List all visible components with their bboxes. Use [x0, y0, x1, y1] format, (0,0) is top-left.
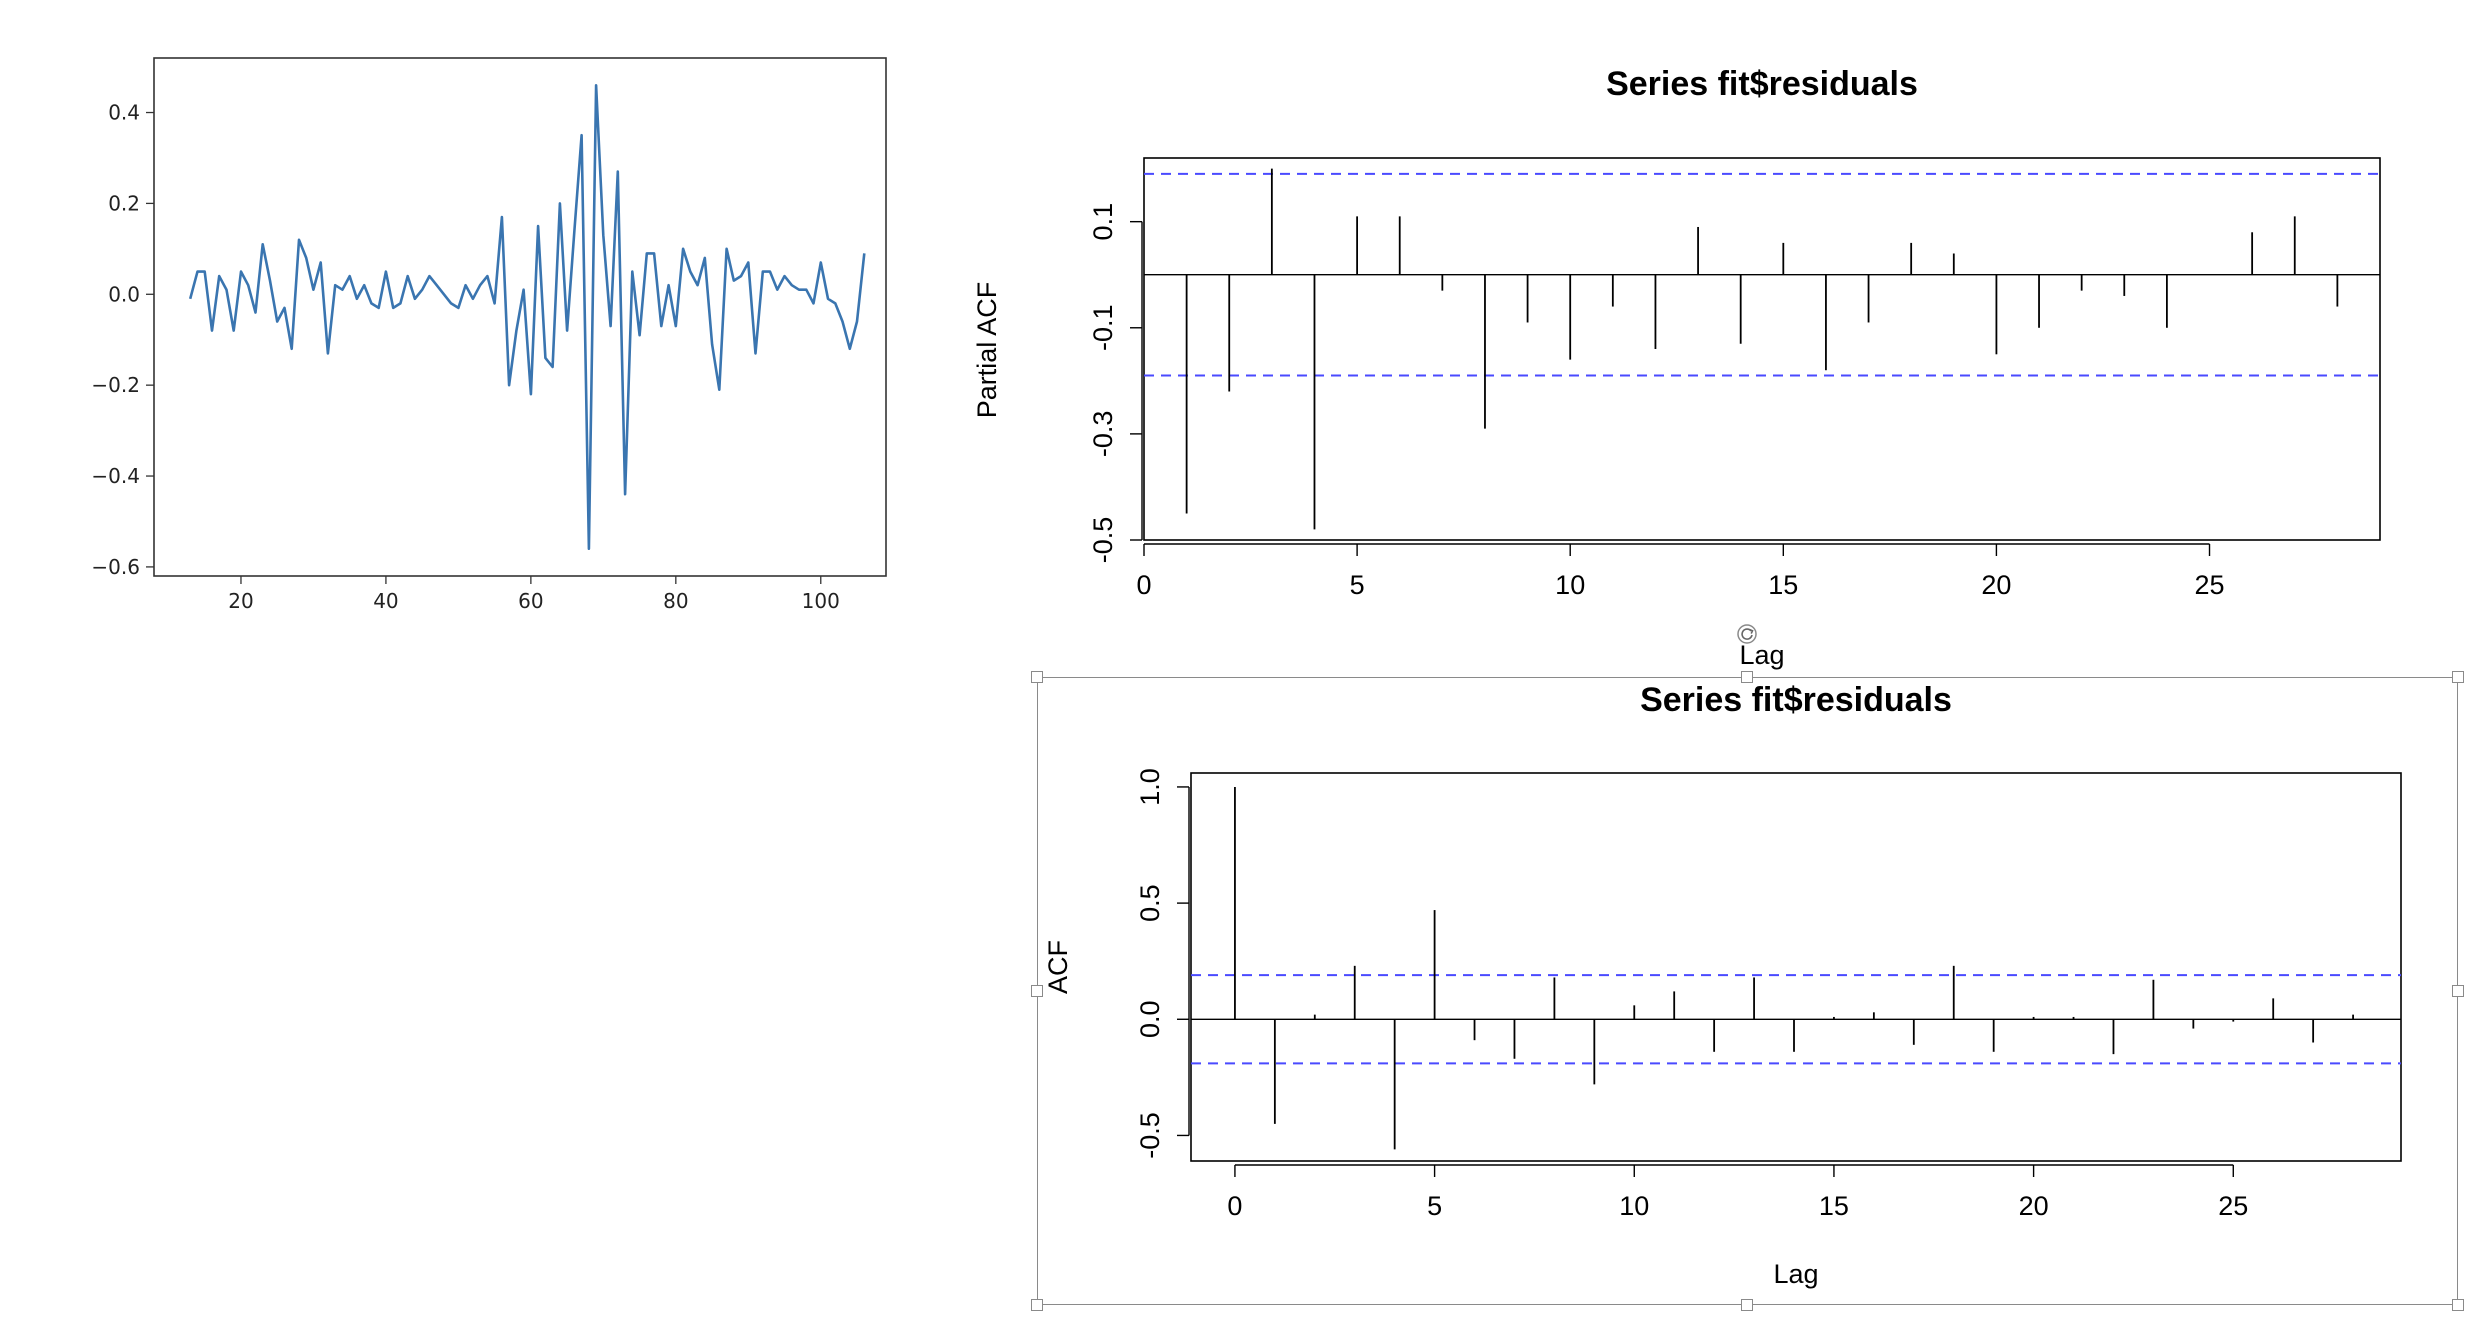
acf-chart: Series fit$residuals Lag ACF 0 5 10 15 20 25 1.0 0… [1043, 681, 2402, 1289]
resize-handle-top[interactable] [1741, 671, 1753, 683]
x-tick-label: 80 [663, 589, 688, 613]
y-tick-label: -0.1 [1088, 305, 1118, 352]
x-tick-label: 60 [518, 589, 543, 613]
x-tick-label: 10 [1619, 1191, 1649, 1221]
plot-frame [153, 57, 887, 577]
x-tick-label: 10 [1555, 570, 1585, 600]
y-tick-label: 0.0 [1135, 1001, 1165, 1039]
rotate-icon[interactable] [1735, 622, 1759, 646]
y-tick-label: 0.5 [1135, 884, 1165, 922]
y-tick-label: -0.5 [1088, 517, 1118, 564]
y-tick-label: −0.2 [91, 373, 140, 397]
x-tick-label: 20 [2019, 1191, 2049, 1221]
chart-title: Series fit$residuals [1640, 681, 1952, 719]
y-tick-label: 0.2 [108, 191, 140, 215]
x-tick-label: 0 [1227, 1191, 1242, 1221]
x-tick-label: 25 [2194, 570, 2224, 600]
residuals-series-line [188, 84, 866, 551]
y-tick-label: 0.0 [108, 282, 140, 306]
resize-handle-bottom-left[interactable] [1031, 1299, 1043, 1311]
x-tick-label: 15 [1768, 570, 1798, 600]
x-tick-label: 40 [373, 589, 398, 613]
x-tick-label: 25 [2218, 1191, 2248, 1221]
x-tick-label: 100 [802, 589, 840, 613]
plot-frame [1190, 772, 2402, 1162]
chart-title: Series fit$residuals [1606, 65, 1918, 103]
y-tick-label: −0.6 [91, 555, 140, 579]
resize-handle-bottom[interactable] [1741, 1299, 1753, 1311]
x-tick-label: 0 [1136, 570, 1151, 600]
x-axis-label: Lag [1773, 1259, 1818, 1289]
resize-handle-top-right[interactable] [2452, 671, 2464, 683]
x-tick-label: 5 [1427, 1191, 1442, 1221]
y-tick-label: -0.3 [1088, 411, 1118, 458]
pacf-chart: Series fit$residuals Lag Partial ACF 0 5 10 15… [972, 65, 2381, 670]
x-tick-label: 15 [1819, 1191, 1849, 1221]
resize-handle-left[interactable] [1031, 985, 1043, 997]
y-tick-label: 0.1 [1088, 203, 1118, 241]
plot-frame [1143, 157, 2381, 541]
resize-handle-bottom-right[interactable] [2452, 1299, 2464, 1311]
resize-handle-right[interactable] [2452, 985, 2464, 997]
y-tick-label: 0.4 [108, 101, 140, 125]
x-axis-label: Lag [1739, 640, 1784, 670]
y-tick-label: 1.0 [1135, 768, 1165, 806]
x-tick-label: 5 [1350, 570, 1365, 600]
x-tick-label: 20 [1981, 570, 2011, 600]
resize-handle-top-left[interactable] [1031, 671, 1043, 683]
y-axis-label: Partial ACF [972, 282, 1002, 419]
y-tick-label: -0.5 [1135, 1112, 1165, 1159]
residuals-line-chart: 20 40 60 80 100 0.4 0.2 0.0 −0.2 −0.4 −0.6 [91, 57, 887, 613]
y-axis-label: ACF [1043, 940, 1073, 994]
x-tick-label: 20 [228, 589, 253, 613]
y-tick-label: −0.4 [91, 464, 140, 488]
